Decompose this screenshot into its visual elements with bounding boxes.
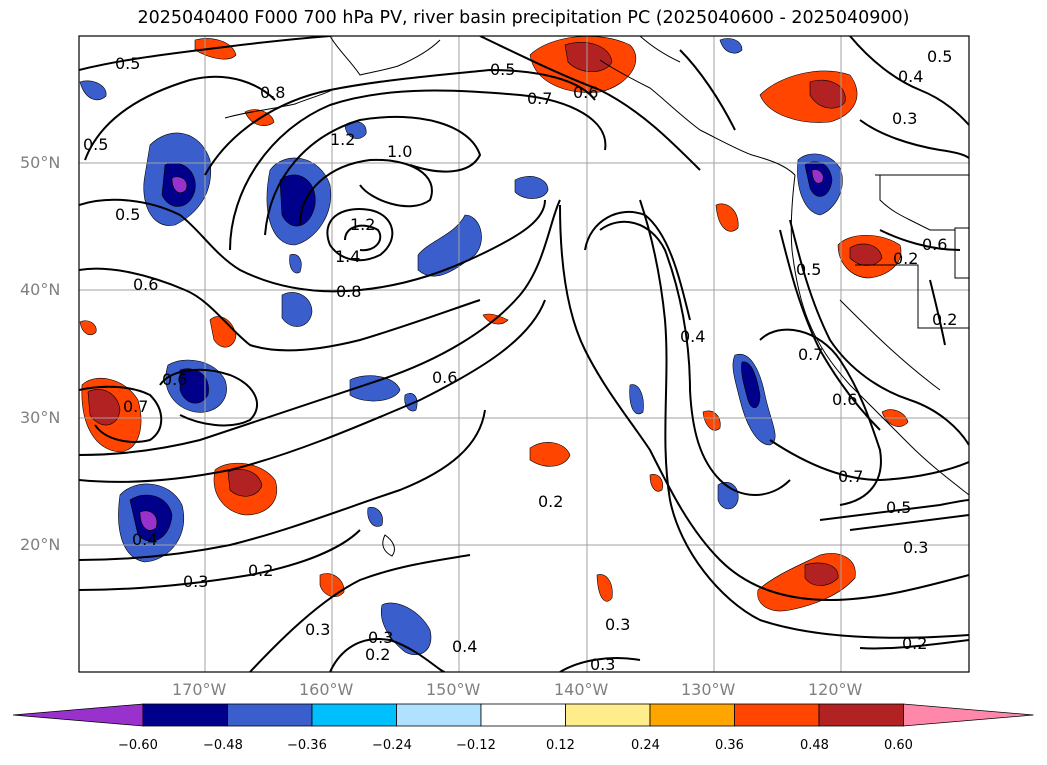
lon-label: 140°W bbox=[554, 680, 609, 699]
contour-label: 0.5 bbox=[83, 135, 108, 154]
contour-label: 0.7 bbox=[798, 345, 823, 364]
colorbar-extend-low bbox=[12, 703, 144, 727]
colorbar-tick-label: −0.60 bbox=[118, 738, 158, 753]
map-plot-area bbox=[79, 36, 969, 672]
coastlines bbox=[224, 36, 969, 557]
colorbar-segment bbox=[649, 703, 735, 727]
contour-label: 0.6 bbox=[922, 235, 947, 254]
contour-label: 0.4 bbox=[132, 530, 157, 549]
colorbar-tick-label: 0.12 bbox=[546, 738, 575, 753]
lat-label: 40°N bbox=[20, 280, 61, 299]
contour-label: 1.2 bbox=[350, 215, 375, 234]
contour-label: 0.6 bbox=[133, 275, 158, 294]
colorbar-segment bbox=[818, 703, 904, 727]
colorbar-segment bbox=[311, 703, 397, 727]
contour-label: 0.7 bbox=[838, 467, 863, 486]
contour-label: 0.6 bbox=[162, 370, 187, 389]
contour-label: 0.3 bbox=[590, 655, 615, 674]
colorbar-segment bbox=[565, 703, 651, 727]
map-title: 2025040400 F000 700 hPa PV, river basin … bbox=[137, 8, 910, 28]
negative-precip-areas bbox=[79, 38, 843, 656]
colorbar-tick-label: 0.48 bbox=[800, 738, 829, 753]
contour-label: 0.5 bbox=[490, 60, 515, 79]
contour-label: 0.3 bbox=[903, 538, 928, 557]
lon-label: 120°W bbox=[808, 680, 863, 699]
colorbar-extend-high bbox=[903, 703, 1034, 727]
contour-label: 1.2 bbox=[330, 130, 355, 149]
contour-label: 0.3 bbox=[605, 615, 630, 634]
contour-label: 0.3 bbox=[892, 109, 917, 128]
colorbar-tick-label: 0.60 bbox=[884, 738, 913, 753]
contour-label: 0.4 bbox=[680, 327, 705, 346]
lat-label: 30°N bbox=[20, 408, 61, 427]
colorbar bbox=[12, 703, 1034, 727]
colorbar-tick-label: −0.12 bbox=[456, 738, 496, 753]
contour-label: 0.7 bbox=[527, 89, 552, 108]
contour-label: 0.5 bbox=[886, 498, 911, 517]
contour-label: 0.7 bbox=[123, 397, 148, 416]
contour-label: 0.8 bbox=[260, 83, 285, 102]
colorbar-segment bbox=[227, 703, 313, 727]
lon-label: 130°W bbox=[681, 680, 736, 699]
colorbar-segment bbox=[142, 703, 228, 727]
contour-label: 0.2 bbox=[365, 645, 390, 664]
map-frame bbox=[78, 35, 970, 673]
contour-label: 1.0 bbox=[387, 142, 412, 161]
colorbar-tick-label: 0.36 bbox=[715, 738, 744, 753]
contour-label: 0.6 bbox=[432, 368, 457, 387]
contour-label: 0.2 bbox=[932, 310, 957, 329]
contour-label: 0.2 bbox=[902, 634, 927, 653]
lat-label: 50°N bbox=[20, 153, 61, 172]
contour-label: 0.8 bbox=[336, 282, 361, 301]
contour-label: 0.3 bbox=[368, 628, 393, 647]
contour-label: 1.4 bbox=[335, 247, 360, 266]
contour-label: 0.5 bbox=[115, 54, 140, 73]
lat-label: 20°N bbox=[20, 535, 61, 554]
colorbar-tick-label: 0.24 bbox=[631, 738, 660, 753]
contour-label: 0.6 bbox=[573, 83, 598, 102]
colorbar-segment bbox=[734, 703, 820, 727]
colorbar-segment bbox=[480, 703, 566, 727]
contour-label: 0.2 bbox=[893, 249, 918, 268]
contour-label: 0.5 bbox=[115, 205, 140, 224]
contour-label: 0.5 bbox=[796, 260, 821, 279]
contour-label: 0.4 bbox=[452, 637, 477, 656]
pv-contours bbox=[79, 36, 969, 672]
contour-label: 0.2 bbox=[538, 492, 563, 511]
colorbar-tick-label: −0.24 bbox=[372, 738, 412, 753]
positive-precip-areas bbox=[79, 36, 909, 612]
contour-label: 0.2 bbox=[248, 561, 273, 580]
contour-label: 0.3 bbox=[183, 572, 208, 591]
colorbar-tick-label: −0.36 bbox=[287, 738, 327, 753]
contour-label: 0.3 bbox=[305, 620, 330, 639]
contour-label: 0.4 bbox=[898, 67, 923, 86]
lon-label: 150°W bbox=[426, 680, 481, 699]
contour-label: 0.6 bbox=[832, 390, 857, 409]
contour-labels: 0.5 0.8 0.5 0.7 1.2 1.0 0.5 0.4 0.3 0.5 … bbox=[83, 47, 957, 674]
colorbar-segment bbox=[396, 703, 482, 727]
contour-label: 0.5 bbox=[927, 47, 952, 66]
colorbar-tick-label: −0.48 bbox=[203, 738, 243, 753]
lon-label: 160°W bbox=[299, 680, 354, 699]
lon-label: 170°W bbox=[172, 680, 227, 699]
